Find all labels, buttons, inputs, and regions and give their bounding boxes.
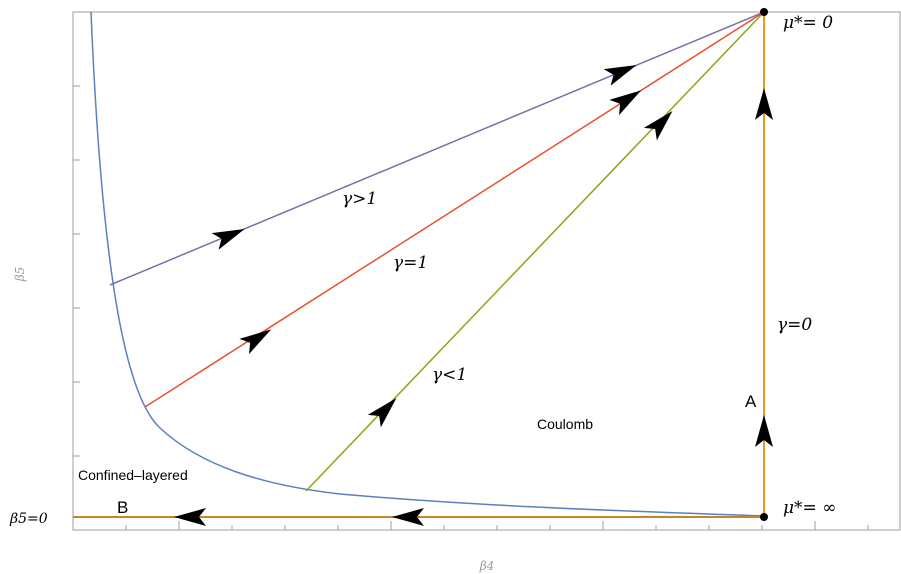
gamma-eq-1-line bbox=[144, 11, 765, 408]
region-coulomb-label: Coulomb bbox=[537, 416, 593, 432]
arrow-gamma-lt-1-lower bbox=[367, 397, 397, 428]
gamma-0-label: γ=0 bbox=[777, 315, 812, 335]
gamma-eq-1-label: γ=1 bbox=[393, 253, 428, 273]
arrow-gamma-eq-1-lower bbox=[239, 329, 272, 355]
gamma-gt-1-label: γ>1 bbox=[342, 189, 377, 209]
fixed-point-top bbox=[760, 8, 768, 16]
arrow-gamma-0-lower bbox=[755, 415, 773, 447]
arrow-baseline-right bbox=[392, 508, 424, 526]
gamma-lt-1-line bbox=[305, 11, 765, 492]
plot-frame bbox=[72, 11, 901, 531]
arrow-gamma-lt-1-upper bbox=[643, 110, 673, 141]
gamma-lt-1-label: γ<1 bbox=[432, 365, 467, 385]
marker-b: B bbox=[117, 498, 128, 517]
arrow-gamma-gt-1-upper bbox=[603, 65, 637, 86]
y-axis-ticks bbox=[73, 85, 80, 457]
arrow-gamma-gt-1-lower bbox=[211, 229, 245, 250]
y-axis-title: β5 bbox=[13, 267, 27, 283]
arrow-gamma-0-upper bbox=[755, 88, 773, 120]
arrow-baseline-left bbox=[174, 508, 206, 526]
fixed-point-bottom bbox=[760, 513, 768, 521]
arrow-gamma-eq-1-upper bbox=[609, 90, 642, 116]
marker-a: A bbox=[745, 392, 757, 411]
x-axis-ticks bbox=[125, 521, 869, 530]
x-axis-title: β4 bbox=[479, 559, 495, 573]
baseline-label: β5=0 bbox=[9, 511, 48, 527]
boundary-curve bbox=[90, 11, 765, 517]
gamma-gt-1-line bbox=[109, 11, 765, 286]
region-confined-label: Confined–layered bbox=[78, 467, 188, 483]
flow-arrows bbox=[174, 65, 773, 526]
fixed-point-bottom-label: μ*= ∞ bbox=[783, 498, 836, 518]
fixed-point-top-label: μ*= 0 bbox=[783, 13, 833, 33]
